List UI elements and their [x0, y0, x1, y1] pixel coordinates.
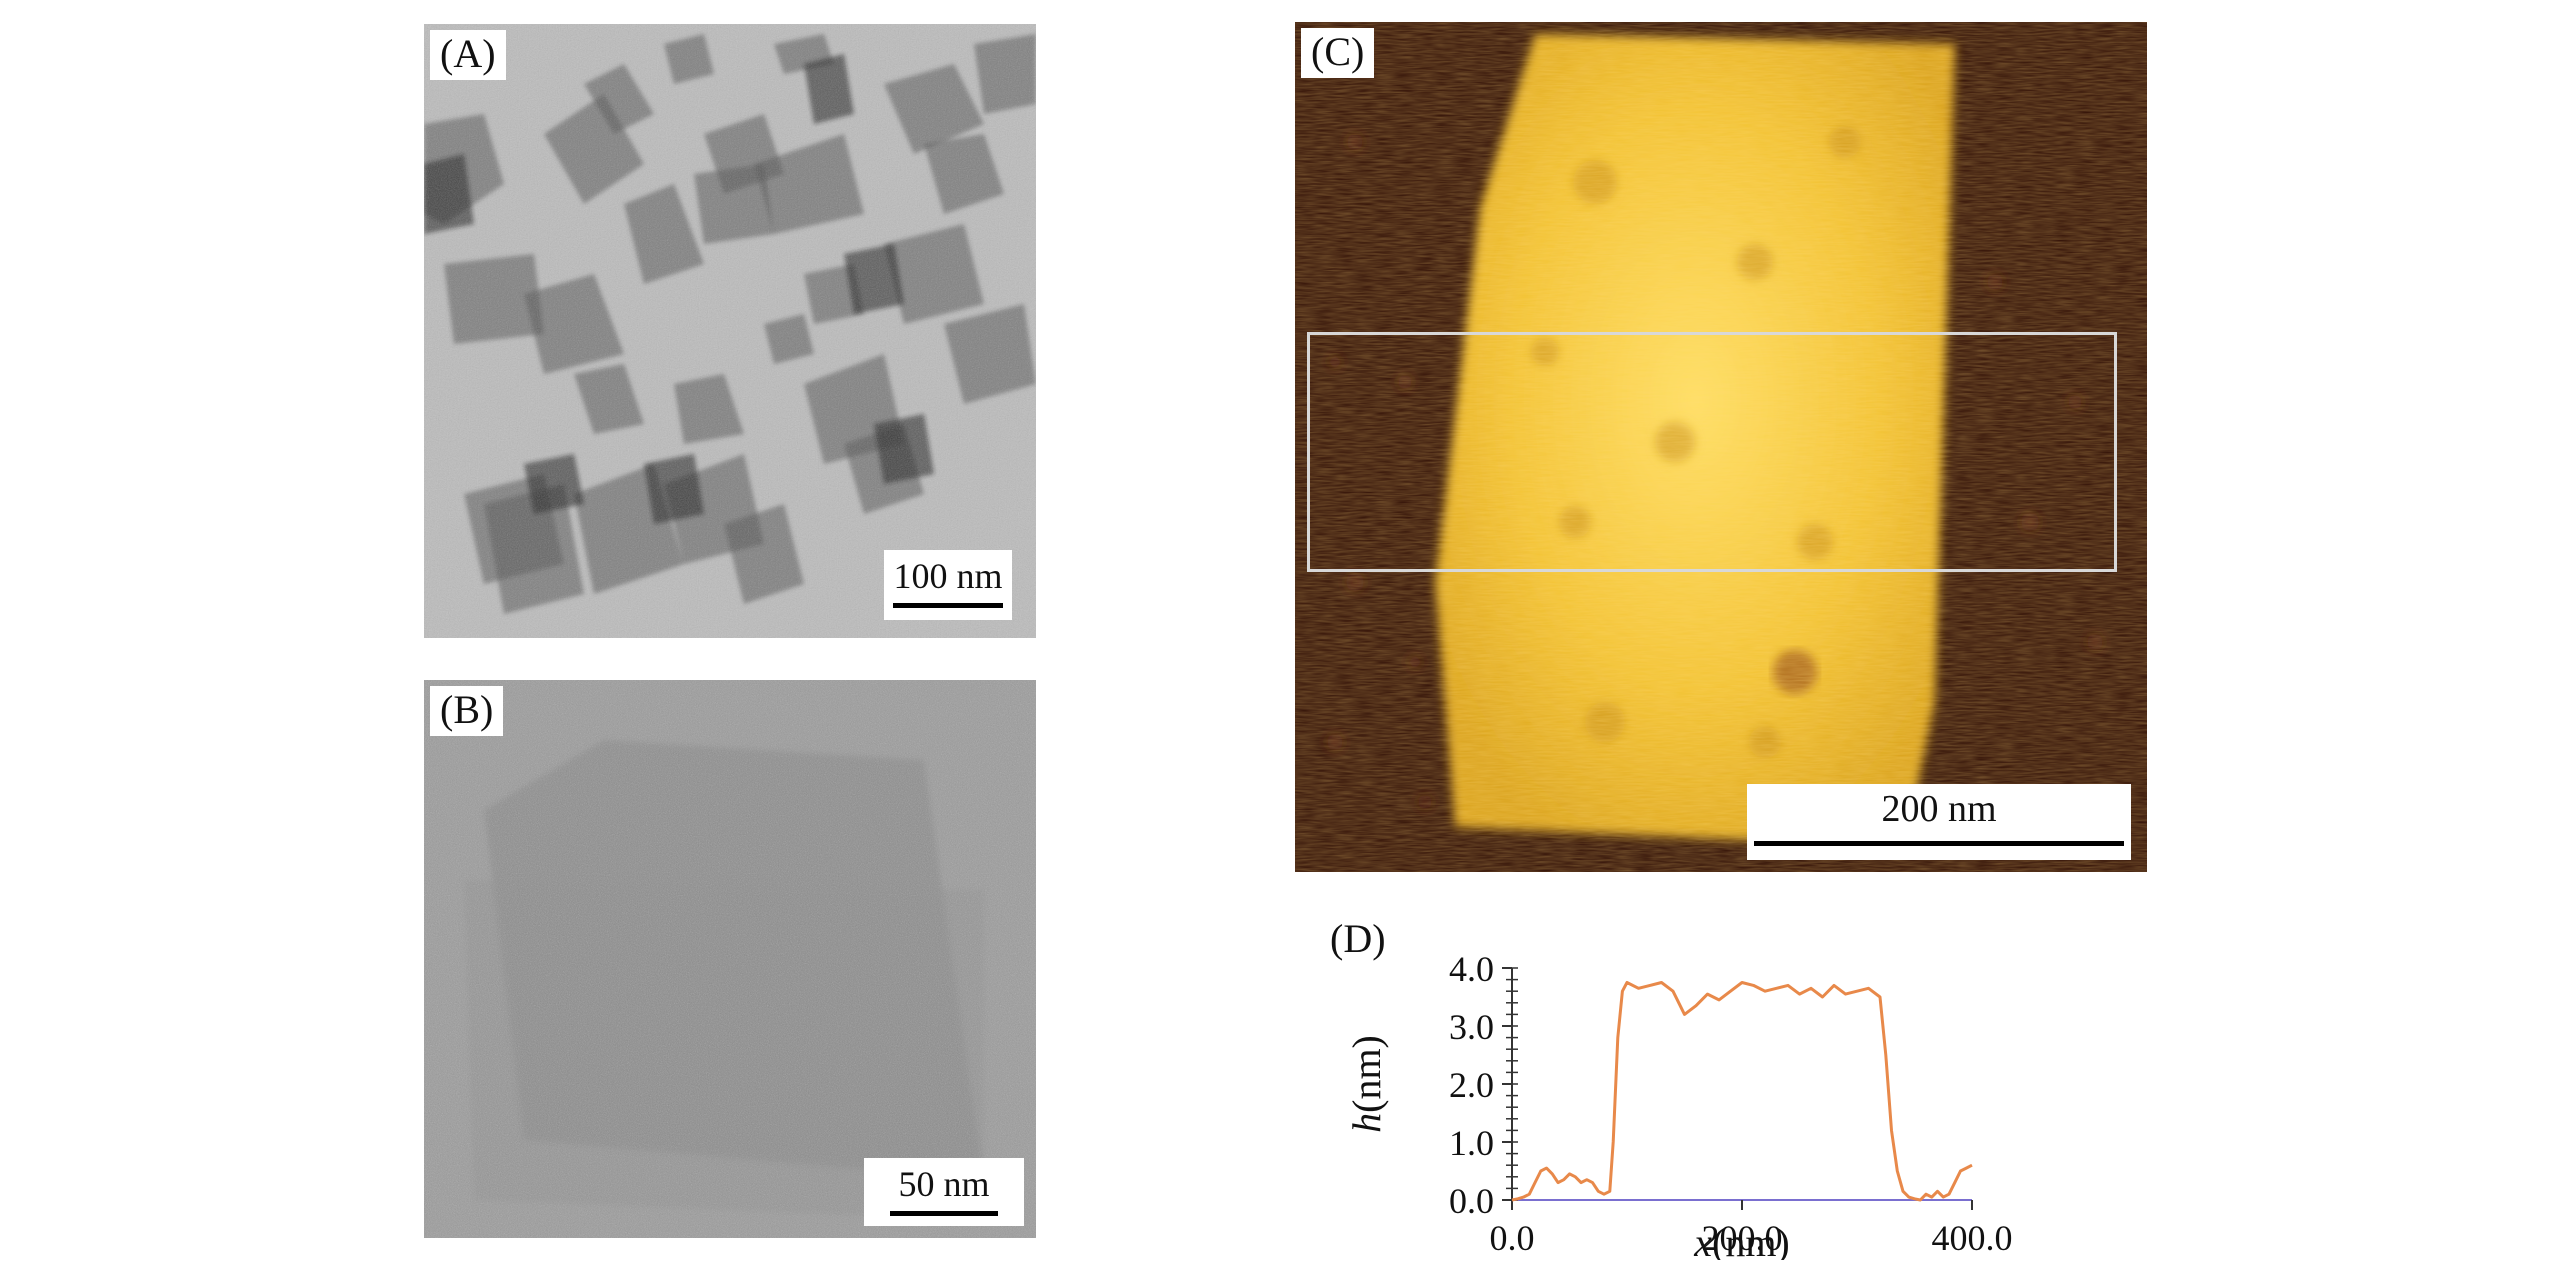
- scale-line-c: [1754, 841, 2124, 846]
- x-tick-label: 200.0: [1702, 1218, 1783, 1258]
- tem-image-b: [424, 680, 1036, 1238]
- scale-bar-b: 50 nm: [864, 1158, 1024, 1226]
- y-tick-label: 4.0: [1449, 949, 1494, 989]
- panel-label-b: (B): [430, 686, 504, 736]
- scale-line-b: [890, 1211, 998, 1216]
- y-axis-label: h(nm): [1344, 1035, 1389, 1133]
- y-axis-unit: (nm): [1344, 1035, 1389, 1113]
- scale-text-b: 50 nm: [898, 1164, 990, 1204]
- scale-text-c: 200 nm: [1881, 788, 1997, 830]
- x-axis-var: x: [1693, 1220, 1712, 1260]
- height-profile-svg: (D) h(nm) x(nm) 0.01.02.03.04.00.0 200.0 4…: [1330, 916, 2013, 1265]
- y-axis-var: h: [1344, 1113, 1389, 1133]
- profile-selection-box: [1307, 332, 2117, 572]
- y-tick-label: 3.0: [1449, 1007, 1494, 1047]
- tem-image-panel-a: (A) 100 nm: [424, 24, 1036, 638]
- y-tick-label: 2.0: [1449, 1065, 1494, 1105]
- tem-image-a: [424, 24, 1036, 638]
- x-axis-unit: (nm): [1712, 1220, 1790, 1260]
- scale-line-a: [893, 603, 1003, 608]
- afm-image-panel-c: (C) 200 nm: [1295, 22, 2147, 872]
- panel-label-c: (C): [1301, 28, 1375, 78]
- panel-label-a: (A): [430, 30, 506, 80]
- y-tick-label: 1.0: [1449, 1123, 1494, 1163]
- scale-bar-c: 200 nm: [1747, 784, 2131, 860]
- scale-bar-a: 100 nm: [884, 550, 1012, 620]
- x-tick-label: 0.0: [1490, 1218, 1535, 1258]
- panel-label-d: (D): [1330, 916, 1386, 961]
- height-profile-plot: (D) h(nm) x(nm) 0.0 1.0 2.0 3.0 4.0 0.0 200.0 4…: [1300, 910, 2160, 1265]
- y-tick-label: 0.0: [1449, 1181, 1494, 1221]
- height-profile-line: [1511, 981, 1973, 1202]
- x-axis-label: x(nm): [1693, 1220, 1790, 1260]
- tem-image-panel-b: (B) 50 nm: [424, 680, 1036, 1238]
- x-tick-label: 400.0: [1932, 1218, 2013, 1258]
- scale-text-a: 100 nm: [893, 556, 1003, 596]
- afm-image-c: [1295, 22, 2147, 872]
